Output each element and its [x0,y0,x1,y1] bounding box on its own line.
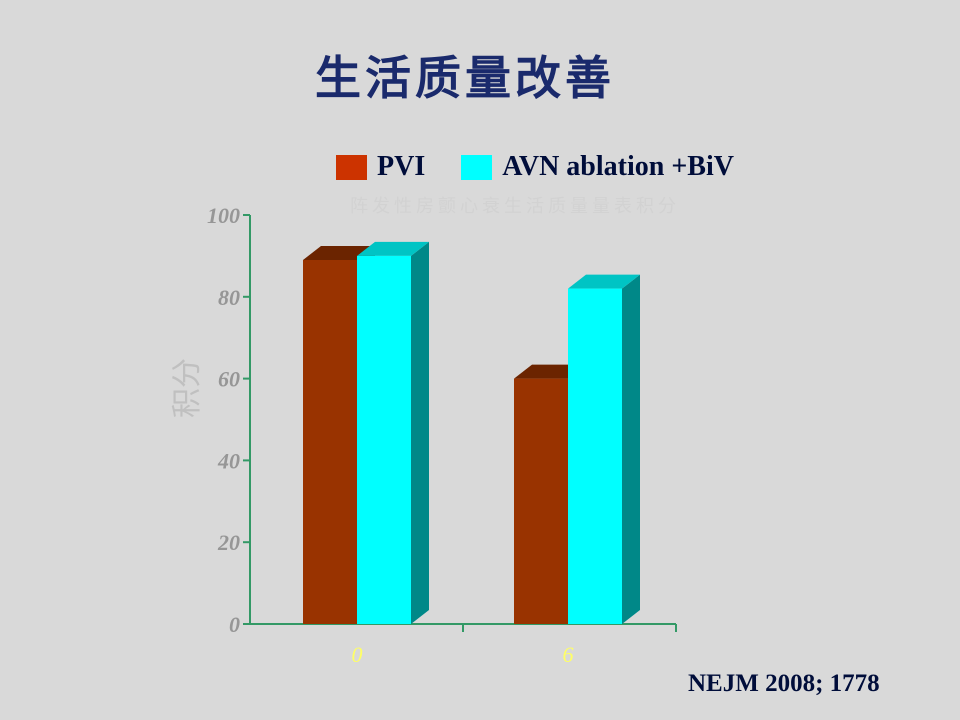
faint-note: 阵发性房颤心衰生活质量量表积分 [350,196,680,217]
legend-item-avn: AVN ablation +BiV [461,151,734,183]
y-tick-label: 40 [217,448,240,473]
bar [514,378,568,624]
legend-item-pvi: PVI [336,151,425,183]
citation-source: NEJM 2008; 1778 [688,670,880,697]
bar-side [622,274,640,624]
x-tick-label: 0 [352,642,363,667]
y-tick-label: 100 [207,203,240,228]
page-title: 生活质量改善 [315,51,615,105]
bar [568,288,622,624]
bar-top [568,274,640,289]
bar-side [411,241,429,624]
legend-swatch-pvi [336,154,367,180]
y-tick-label: 20 [217,530,240,555]
y-axis-label: 积分 [170,358,205,418]
legend-label-avn: AVN ablation +BiV [502,151,734,182]
chart-legend: PVI AVN ablation +BiV [336,150,734,184]
bar-top [357,241,429,256]
legend-label-pvi: PVI [377,151,426,182]
y-tick-label: 60 [218,367,240,392]
x-tick-label: 6 [563,642,574,667]
bar [357,255,411,624]
y-tick-label: 0 [229,612,240,637]
bar [303,259,357,624]
legend-swatch-avn [461,154,493,180]
y-tick-label: 80 [218,285,240,310]
